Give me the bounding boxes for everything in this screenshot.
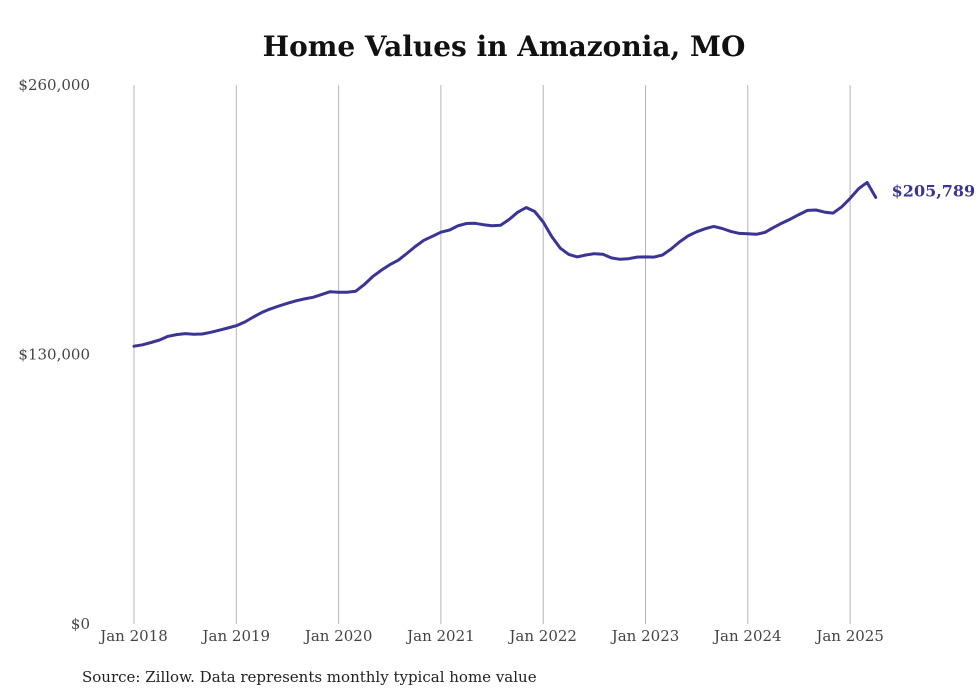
x-tick-label: Jan 2018 xyxy=(98,627,168,645)
y-axis-ticks: $0 $130,000 $260,000 xyxy=(18,76,90,633)
x-tick-label: Jan 2025 xyxy=(814,627,884,645)
x-axis-ticks: Jan 2018 Jan 2019 Jan 2020 Jan 2021 Jan 2022… xyxy=(98,627,884,645)
y-tick-label: $260,000 xyxy=(18,76,90,94)
x-tick-label: Jan 2022 xyxy=(507,627,577,645)
x-tick-label: Jan 2020 xyxy=(303,627,373,645)
y-tick-label: $130,000 xyxy=(18,346,90,364)
gridlines xyxy=(133,85,851,624)
chart-title: Home Values in Amazonia, MO xyxy=(262,30,746,63)
end-label-layer: $205,789 xyxy=(892,181,976,200)
x-tick-label: Jan 2021 xyxy=(405,627,475,645)
series-layer xyxy=(132,180,878,348)
y-tick-label: $0 xyxy=(71,615,90,633)
series-line xyxy=(132,180,878,348)
x-tick-label: Jan 2019 xyxy=(201,627,271,645)
x-tick-label: Jan 2023 xyxy=(610,627,680,645)
source-note: Source: Zillow. Data represents monthly … xyxy=(82,668,537,686)
x-tick-label: Jan 2024 xyxy=(712,627,782,645)
end-value-label: $205,789 xyxy=(892,181,976,200)
